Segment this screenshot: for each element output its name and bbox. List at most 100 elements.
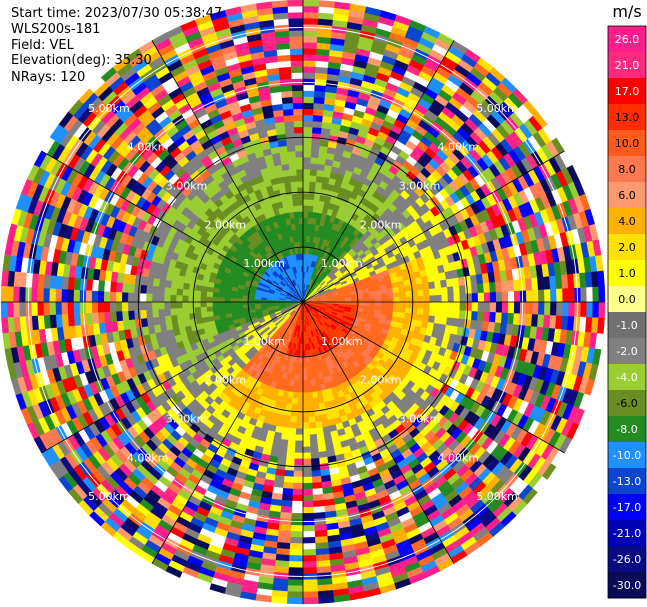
velocity-gate: [292, 488, 304, 496]
velocity-gate: [302, 78, 315, 86]
velocity-gate: [314, 66, 328, 74]
velocity-gate: [55, 288, 62, 303]
velocity-gate: [292, 500, 304, 508]
velocity-gate: [218, 292, 226, 299]
velocity-gate: [313, 505, 326, 514]
velocity-gate: [18, 286, 26, 303]
velocity-gate: [302, 374, 308, 381]
velocity-gate: [170, 287, 178, 296]
velocity-gate: [375, 297, 382, 303]
velocity-gate: [302, 108, 314, 116]
velocity-gate: [286, 144, 296, 153]
velocity-gate: [294, 138, 304, 146]
velocity-gate: [103, 280, 112, 293]
velocity-gate: [302, 464, 313, 472]
velocity-gate: [293, 132, 304, 140]
velocity-gate: [30, 301, 38, 317]
velocity-gate: [182, 289, 190, 297]
velocity-gate: [525, 277, 533, 291]
velocity-gate: [200, 296, 207, 303]
velocity-gate: [302, 422, 310, 430]
velocity-gate: [224, 289, 232, 295]
velocity-gate: [309, 427, 318, 435]
velocity-gate: [278, 530, 292, 538]
velocity-gate: [302, 156, 311, 164]
velocity-gate: [302, 368, 308, 375]
velocity-gate: [298, 380, 304, 387]
velocity-gate: [302, 114, 314, 122]
velocity-gate: [290, 72, 304, 80]
velocity-gate: [236, 298, 243, 303]
velocity-gate: [67, 301, 75, 315]
velocity-gate: [309, 169, 318, 177]
velocity-gate: [200, 301, 207, 308]
velocity-gate: [292, 391, 299, 399]
velocity-gate: [312, 108, 324, 117]
velocity-gate: [212, 287, 220, 294]
velocity-gate: [315, 542, 330, 550]
velocity-gate: [194, 307, 202, 314]
velocity-gate: [550, 288, 557, 303]
velocity-gate: [127, 310, 136, 321]
velocity-gate: [317, 157, 326, 166]
velocity-gate: [164, 315, 173, 324]
velocity-gate: [302, 458, 312, 466]
velocity-gate: [416, 289, 424, 297]
velocity-gate: [79, 290, 87, 303]
velocity-gate: [302, 223, 308, 230]
velocity-gate: [315, 536, 329, 544]
velocity-gate: [115, 291, 123, 303]
velocity-gate: [318, 0, 335, 8]
velocity-gate: [139, 309, 148, 320]
velocity-gate: [293, 379, 300, 387]
velocity-gate: [292, 397, 299, 405]
velocity-gate: [194, 301, 201, 308]
velocity-gate: [297, 392, 304, 399]
velocity-gate: [501, 291, 509, 303]
velocity-gate: [295, 440, 304, 448]
velocity-gate: [312, 205, 319, 213]
velocity-gate: [271, 0, 288, 8]
velocity-gate: [236, 294, 244, 300]
velocity-gate: [283, 114, 294, 123]
velocity-gate: [314, 181, 323, 189]
velocity-gate: [315, 421, 324, 429]
velocity-gate: [286, 451, 296, 460]
velocity-gate: [302, 126, 313, 134]
velocity-gate: [194, 290, 202, 297]
velocity-gate: [433, 280, 442, 289]
velocity-gate: [295, 168, 304, 176]
velocity-gate: [315, 48, 330, 56]
velocity-gate: [302, 567, 318, 575]
velocity-gate: [292, 114, 304, 122]
velocity-gate: [483, 291, 491, 303]
velocity-gate: [302, 404, 309, 411]
velocity-gate: [293, 126, 304, 134]
velocity-gate: [294, 150, 304, 158]
velocity-gate: [435, 294, 443, 303]
velocity-gate: [302, 96, 314, 104]
velocity-gate: [302, 174, 310, 182]
velocity-gate: [281, 96, 293, 105]
velocity-gate: [302, 585, 319, 593]
velocity-gate: [295, 434, 304, 442]
velocity-gate: [49, 314, 57, 329]
velocity-gate: [302, 543, 317, 550]
velocity-gate: [206, 296, 213, 303]
velocity-gate: [428, 287, 436, 296]
velocity-gate: [518, 278, 527, 291]
velocity-gate: [580, 286, 588, 303]
velocity-gate: [285, 403, 293, 411]
velocity-gate: [310, 144, 320, 153]
velocity-gate: [494, 280, 503, 293]
velocity-gate: [276, 542, 291, 550]
velocity-gate: [447, 293, 455, 303]
velocity-gate: [302, 168, 311, 176]
velocity-gate: [294, 373, 300, 381]
velocity-gate: [0, 301, 8, 319]
velocity-gate: [441, 294, 449, 303]
velocity-gate: [288, 567, 304, 575]
velocity-gate: [133, 284, 142, 294]
velocity-gate: [295, 361, 301, 369]
velocity-gate: [285, 138, 296, 147]
